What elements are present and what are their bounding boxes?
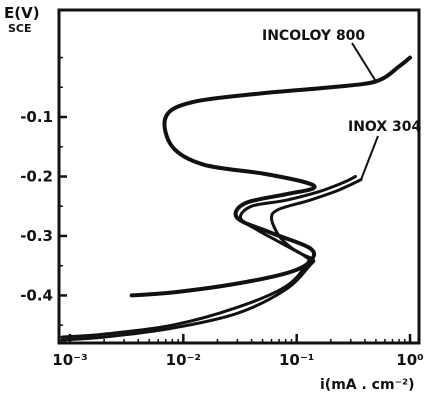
annotation-incoloy-800: INCOLOY 800 (262, 28, 365, 44)
series-line-inox-304 (60, 178, 363, 339)
x-tick-label-2: 10⁻¹ (279, 351, 314, 369)
y-axis-subscript: SCE (8, 22, 32, 35)
series-line-incoloy-800 (129, 55, 412, 298)
x-tick-label-1: 10⁻² (166, 351, 201, 369)
series-line-unlabeled-2 (60, 175, 357, 342)
x-axis-title: i(mA . cm⁻²) (320, 377, 415, 393)
y-tick-label-1: -0.2 (20, 168, 53, 186)
leader-inox-304 (360, 135, 379, 180)
y-tick-label-2: -0.3 (20, 227, 53, 245)
annotation-inox-304: INOX 304 (348, 119, 421, 135)
y-tick-label-0: -0.1 (20, 108, 53, 126)
y-axis-title: E(V) (4, 4, 40, 22)
leader-incoloy-800 (351, 42, 377, 82)
x-tick-label-0: 10⁻³ (52, 351, 87, 369)
axis-ticks: 10⁻³ 10⁻² 10⁻¹ 10⁰ -0.1 -0.2 -0.3 -0.4 (20, 56, 424, 369)
x-tick-label-3: 10⁰ (396, 351, 423, 369)
chart-curves (60, 55, 412, 342)
annotation-leaders (351, 42, 379, 180)
y-tick-label-3: -0.4 (20, 286, 53, 304)
plot-frame (57, 8, 421, 345)
